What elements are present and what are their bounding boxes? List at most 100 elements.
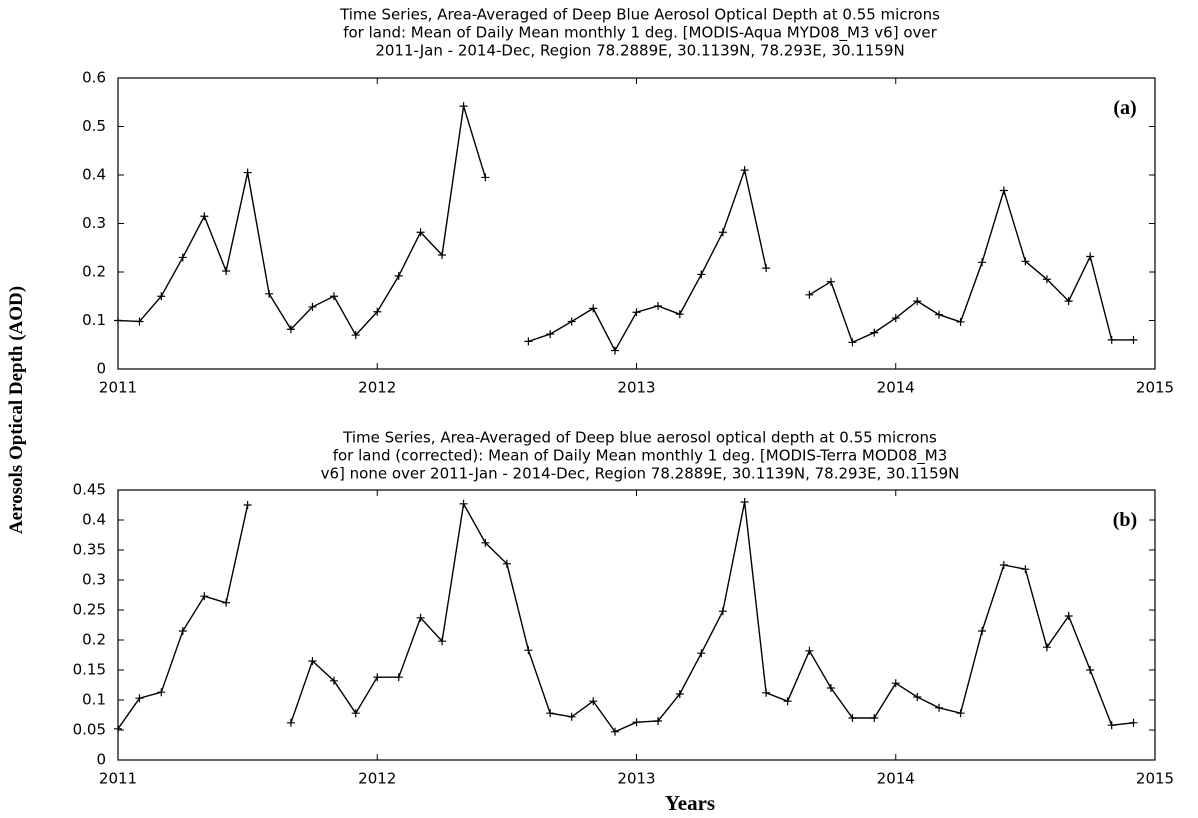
point-marker — [524, 337, 533, 346]
point-marker — [675, 690, 684, 698]
y-tick-label: 0.4 — [82, 166, 106, 184]
point-marker — [718, 607, 727, 616]
point-marker — [913, 297, 922, 306]
x-tick-label: 2013 — [617, 379, 655, 397]
x-tick-label: 2012 — [358, 770, 396, 788]
x-tick-label: 2011 — [99, 379, 137, 397]
chart-title: Time Series, Area-Averaged of Deep Blue … — [339, 6, 940, 24]
point-marker — [654, 301, 663, 310]
point-marker — [697, 270, 706, 279]
y-tick-label: 0.45 — [73, 481, 106, 499]
point-marker — [805, 646, 814, 655]
x-tick-label: 2015 — [1136, 770, 1174, 788]
point-marker — [675, 310, 684, 319]
chart-title: for land: Mean of Daily Mean monthly 1 d… — [343, 24, 937, 43]
point-marker — [135, 317, 144, 326]
point-marker — [438, 637, 447, 646]
point-marker — [1107, 335, 1116, 344]
point-marker — [394, 673, 403, 682]
point-marker — [1064, 297, 1073, 306]
x-tick-label: 2014 — [877, 770, 915, 788]
point-marker — [438, 251, 447, 260]
x-axis-label: Years — [665, 791, 715, 815]
point-marker — [1107, 721, 1116, 730]
point-marker — [870, 714, 879, 722]
point-marker — [848, 714, 857, 722]
point-marker — [567, 712, 576, 721]
point-marker — [200, 212, 209, 221]
point-marker — [978, 627, 987, 635]
point-marker — [978, 258, 987, 267]
point-marker — [373, 673, 382, 682]
point-marker — [373, 307, 382, 316]
point-marker — [740, 166, 749, 175]
point-marker — [178, 627, 187, 635]
x-tick-label: 2013 — [617, 770, 655, 788]
y-tick-label: 0.5 — [82, 117, 106, 135]
point-marker — [265, 289, 274, 298]
point-marker — [178, 253, 187, 262]
point-marker — [589, 697, 598, 706]
point-marker — [740, 498, 749, 506]
point-marker — [416, 613, 425, 622]
y-tick-label: 0.4 — [82, 511, 106, 529]
point-marker — [870, 328, 879, 337]
y-tick-label: 0 — [96, 751, 106, 769]
point-marker — [502, 559, 511, 568]
y-tick-label: 0 — [96, 360, 106, 378]
point-marker — [783, 697, 792, 706]
data-line — [117, 501, 1134, 733]
point-marker — [913, 693, 922, 701]
point-marker — [200, 592, 209, 601]
point-marker — [329, 676, 338, 685]
point-marker — [1086, 252, 1095, 261]
point-marker — [1042, 643, 1051, 652]
point-marker — [848, 338, 857, 347]
point-marker — [762, 688, 771, 697]
point-marker — [351, 331, 360, 340]
point-marker — [589, 304, 598, 313]
point-marker — [567, 317, 576, 326]
point-marker — [481, 538, 490, 547]
point-marker — [286, 718, 295, 727]
x-tick-label: 2011 — [99, 770, 137, 788]
y-tick-label: 0.3 — [82, 571, 106, 589]
point-marker — [481, 173, 490, 182]
point-marker — [394, 271, 403, 280]
point-marker — [1021, 565, 1030, 574]
point-marker — [718, 228, 727, 237]
point-marker — [157, 292, 166, 301]
point-marker — [826, 684, 835, 692]
panel-label: (b) — [1113, 509, 1137, 531]
point-marker — [459, 499, 468, 508]
data-line — [117, 105, 1134, 353]
y-tick-label: 0.1 — [82, 691, 106, 709]
point-marker — [308, 302, 317, 311]
point-marker — [610, 346, 619, 355]
y-tick-label: 0.3 — [82, 214, 106, 232]
chart-title: v6] none over 2011-Jan - 2014-Dec, Regio… — [321, 465, 960, 483]
point-marker — [935, 703, 944, 712]
point-marker — [999, 186, 1008, 195]
point-marker — [135, 694, 144, 703]
point-marker — [222, 598, 231, 607]
y-tick-label: 0.2 — [82, 263, 106, 281]
point-marker — [654, 717, 663, 725]
point-marker — [1042, 275, 1051, 284]
x-tick-label: 2015 — [1136, 379, 1174, 397]
y-tick-label: 0.2 — [82, 631, 106, 649]
x-tick-label: 2014 — [877, 379, 915, 397]
point-marker — [1021, 257, 1030, 266]
point-marker — [1129, 718, 1138, 727]
point-marker — [1129, 335, 1138, 344]
point-marker — [697, 649, 706, 658]
point-marker — [956, 317, 965, 326]
point-marker — [459, 102, 468, 111]
point-marker — [1064, 612, 1073, 620]
point-marker — [956, 709, 965, 718]
y-axis-label: Aerosols Optical Depth (AOD) — [6, 286, 27, 534]
y-tick-label: 0.6 — [82, 69, 106, 87]
point-marker — [114, 316, 122, 325]
point-marker — [546, 330, 555, 339]
point-marker — [891, 314, 900, 323]
